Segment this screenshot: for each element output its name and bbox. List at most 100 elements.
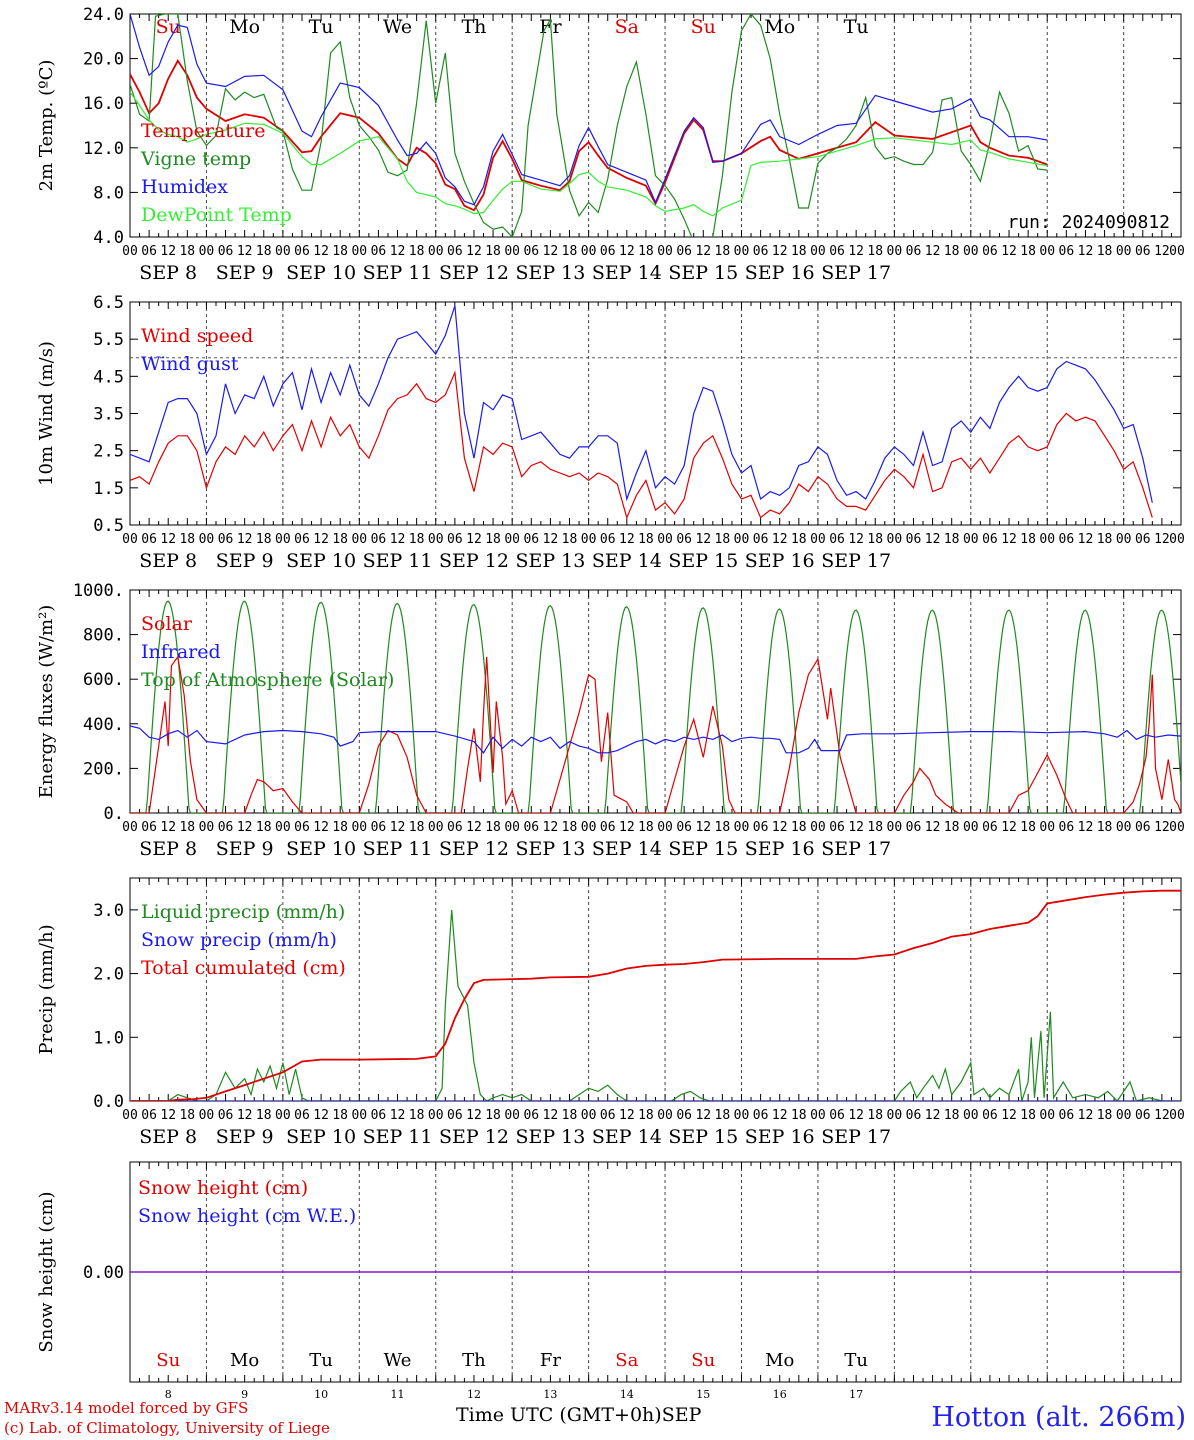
energy-hour-label: 18 (1020, 820, 1036, 835)
wind-hour-label: 12 (619, 532, 635, 547)
temp-hour-label: 06 (294, 244, 310, 259)
energy-hour-label: 18 (867, 820, 883, 835)
wind-hour-label: 18 (1097, 532, 1113, 547)
precip-hour-label: 12 (1078, 1108, 1094, 1123)
wind-hour-label: 12 (466, 532, 482, 547)
temp-hour-label: 18 (791, 244, 807, 259)
run-annotation: run: 2024090812 (1007, 212, 1170, 233)
temp-y-label: 2m Temp. (ºC) (36, 60, 57, 192)
snow-day-abbr: We (384, 1350, 412, 1371)
wind-y-label: 10m Wind (m/s) (36, 341, 57, 486)
wind-hour-label: 06 (676, 532, 692, 547)
wind-hour-label: 00 (1039, 532, 1055, 547)
precip-hour-label: 18 (1020, 1108, 1036, 1123)
temp-legend-entry: Vigne temp (140, 148, 251, 170)
temp-hour-label: 12 (772, 244, 788, 259)
wind-hour-label: 00 (1116, 532, 1132, 547)
energy-hour-label: 00 (581, 820, 597, 835)
precip-hour-label: 06 (218, 1108, 234, 1123)
energy-hour-label: 18 (944, 820, 960, 835)
energy-hour-label: 00 (963, 820, 979, 835)
temp-hour-label: 00 (275, 244, 291, 259)
temp-series-dewpoint-temp (130, 91, 1048, 217)
model-credit: MARv3.14 model forced by GFS (4, 1399, 249, 1417)
temp-hour-label: 12 (543, 244, 559, 259)
energy-series-infrared (130, 725, 1181, 754)
temp-hour-label: 12 (619, 244, 635, 259)
energy-hour-label: 00 (122, 820, 138, 835)
temp-series-vigne-temp (130, 14, 1048, 237)
precip-hour-label: 06 (1135, 1108, 1151, 1123)
wind-hour-label: 06 (371, 532, 387, 547)
wind-hour-label: 00 (657, 532, 673, 547)
precip-hour-label: 06 (906, 1108, 922, 1123)
snow-day-number: 13 (543, 1388, 557, 1401)
station-name: Hotton (alt. 266m) (931, 1402, 1186, 1433)
energy-legend-entry: Solar (141, 613, 193, 635)
energy-hour-label: 06 (600, 820, 616, 835)
wind-hour-label: 00 (199, 532, 215, 547)
energy-hour-label: 18 (1097, 820, 1113, 835)
temp-hour-label: 06 (982, 244, 998, 259)
temp-hour-label: 12 (1078, 244, 1094, 259)
wind-date-label: SEP 11 (363, 550, 433, 572)
wind-hour-label: 00 (351, 532, 367, 547)
wind-hour-label: 18 (867, 532, 883, 547)
temp-date-label: SEP 17 (821, 262, 891, 284)
wind-date-label: SEP 14 (592, 550, 662, 572)
energy-hour-label: 18 (179, 820, 195, 835)
wind-hour-label: 06 (1059, 532, 1075, 547)
temp-date-label: SEP 14 (592, 262, 662, 284)
snow-day-number: 10 (314, 1388, 328, 1401)
energy-hour-label: 12 (925, 820, 941, 835)
energy-hour-label: 18 (638, 820, 654, 835)
wind-hour-label: 12 (772, 532, 788, 547)
wind-hour-label: 00 (810, 532, 826, 547)
snow-day-abbr: Sa (615, 1350, 638, 1371)
snow-day-abbr: Tu (844, 1350, 868, 1371)
snow-day-abbr: Th (462, 1350, 486, 1371)
temp-hour-label: 18 (1097, 244, 1113, 259)
energy-date-label: SEP 11 (363, 838, 433, 860)
precip-y-tick-label: 1.0 (93, 1028, 124, 1048)
energy-hour-label: 00 (351, 820, 367, 835)
temp-hour-label: 00 (504, 244, 520, 259)
precip-hour-label: 18 (715, 1108, 731, 1123)
wind-hour-label: 12 (1154, 532, 1170, 547)
wind-date-label: SEP 16 (745, 550, 815, 572)
precip-hour-label: 06 (600, 1108, 616, 1123)
precip-hour-label: 18 (485, 1108, 501, 1123)
wind-hour-label: 06 (447, 532, 463, 547)
energy-y-tick-label: 800. (83, 626, 124, 646)
temp-hour-label: 06 (676, 244, 692, 259)
temp-hour-label: 06 (523, 244, 539, 259)
snow-day-abbr: Mo (765, 1350, 794, 1371)
temp-legend-entry: Temperature (141, 120, 265, 142)
precip-legend-entry: Total cumulated (cm) (141, 957, 346, 979)
wind-frame (129, 301, 1182, 526)
wind-date-label: SEP 10 (286, 550, 356, 572)
snow-y-tick-label: 0.00 (83, 1263, 124, 1283)
precip-hour-label: 00 (1039, 1108, 1055, 1123)
snow-day-abbr: Su (691, 1350, 715, 1371)
temp-hour-label: 00 (963, 244, 979, 259)
energy-hour-label: 00 (199, 820, 215, 835)
temp-hour-label: 00 (1169, 244, 1185, 259)
wind-hour-label: 18 (562, 532, 578, 547)
precip-hour-label: 00 (428, 1108, 444, 1123)
temp-y-tick-label: 16.0 (83, 94, 124, 114)
energy-date-label: SEP 10 (286, 838, 356, 860)
precip-hour-label: 12 (390, 1108, 406, 1123)
energy-hour-label: 06 (982, 820, 998, 835)
wind-hour-label: 12 (160, 532, 176, 547)
temp-y-tick-label: 12.0 (83, 139, 124, 159)
wind-hour-label: 18 (944, 532, 960, 547)
temp-hour-label: 12 (160, 244, 176, 259)
temp-hour-label: 12 (466, 244, 482, 259)
wind-date-label: SEP 12 (439, 550, 509, 572)
temp-y-tick-label: 4.0 (93, 228, 124, 248)
energy-hour-label: 06 (1135, 820, 1151, 835)
